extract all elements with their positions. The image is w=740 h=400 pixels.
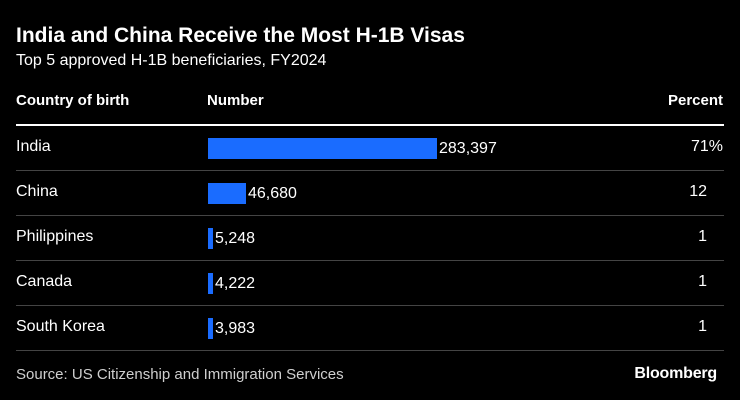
country-label: India	[16, 138, 51, 155]
number-value: 3,983	[215, 320, 256, 337]
table-row: South Korea 3,983 1	[0, 306, 740, 351]
column-header-country: Country of birth	[16, 92, 130, 109]
table-row: Philippines 5,248 1	[0, 216, 740, 261]
number-bar	[208, 318, 213, 339]
chart-subtitle: Top 5 approved H-1B beneficiaries, FY202…	[16, 52, 327, 69]
country-label: Canada	[16, 273, 73, 290]
bloomberg-logo: Bloomberg	[634, 365, 717, 382]
percent-value: 71%	[690, 138, 723, 155]
percent-value: 1	[698, 273, 707, 290]
number-value: 4,222	[215, 275, 256, 292]
header-rule	[16, 124, 724, 126]
country-label: China	[16, 183, 58, 200]
percent-value: 1	[698, 228, 707, 245]
source-note: Source: US Citizenship and Immigration S…	[16, 366, 344, 383]
percent-value: 12	[689, 183, 707, 200]
number-bar	[208, 138, 437, 159]
table-row: India 283,397 71%	[0, 126, 740, 171]
table-row: Canada 4,222 1	[0, 261, 740, 306]
number-value: 283,397	[439, 140, 497, 157]
row-divider	[16, 215, 724, 216]
row-divider	[16, 350, 724, 351]
number-value: 46,680	[248, 185, 297, 202]
column-header-number: Number	[207, 92, 264, 109]
table-row: China 46,680 12	[0, 171, 740, 216]
row-divider	[16, 260, 724, 261]
number-bar	[208, 273, 213, 294]
number-bar	[208, 183, 246, 204]
number-bar	[208, 228, 213, 249]
column-header-percent: Percent	[667, 92, 723, 109]
country-label: Philippines	[16, 228, 94, 245]
percent-value: 1	[698, 318, 707, 335]
row-divider	[16, 170, 724, 171]
chart-title: India and China Receive the Most H-1B Vi…	[16, 24, 465, 47]
country-label: South Korea	[16, 318, 105, 335]
row-divider	[16, 305, 724, 306]
number-value: 5,248	[215, 230, 256, 247]
